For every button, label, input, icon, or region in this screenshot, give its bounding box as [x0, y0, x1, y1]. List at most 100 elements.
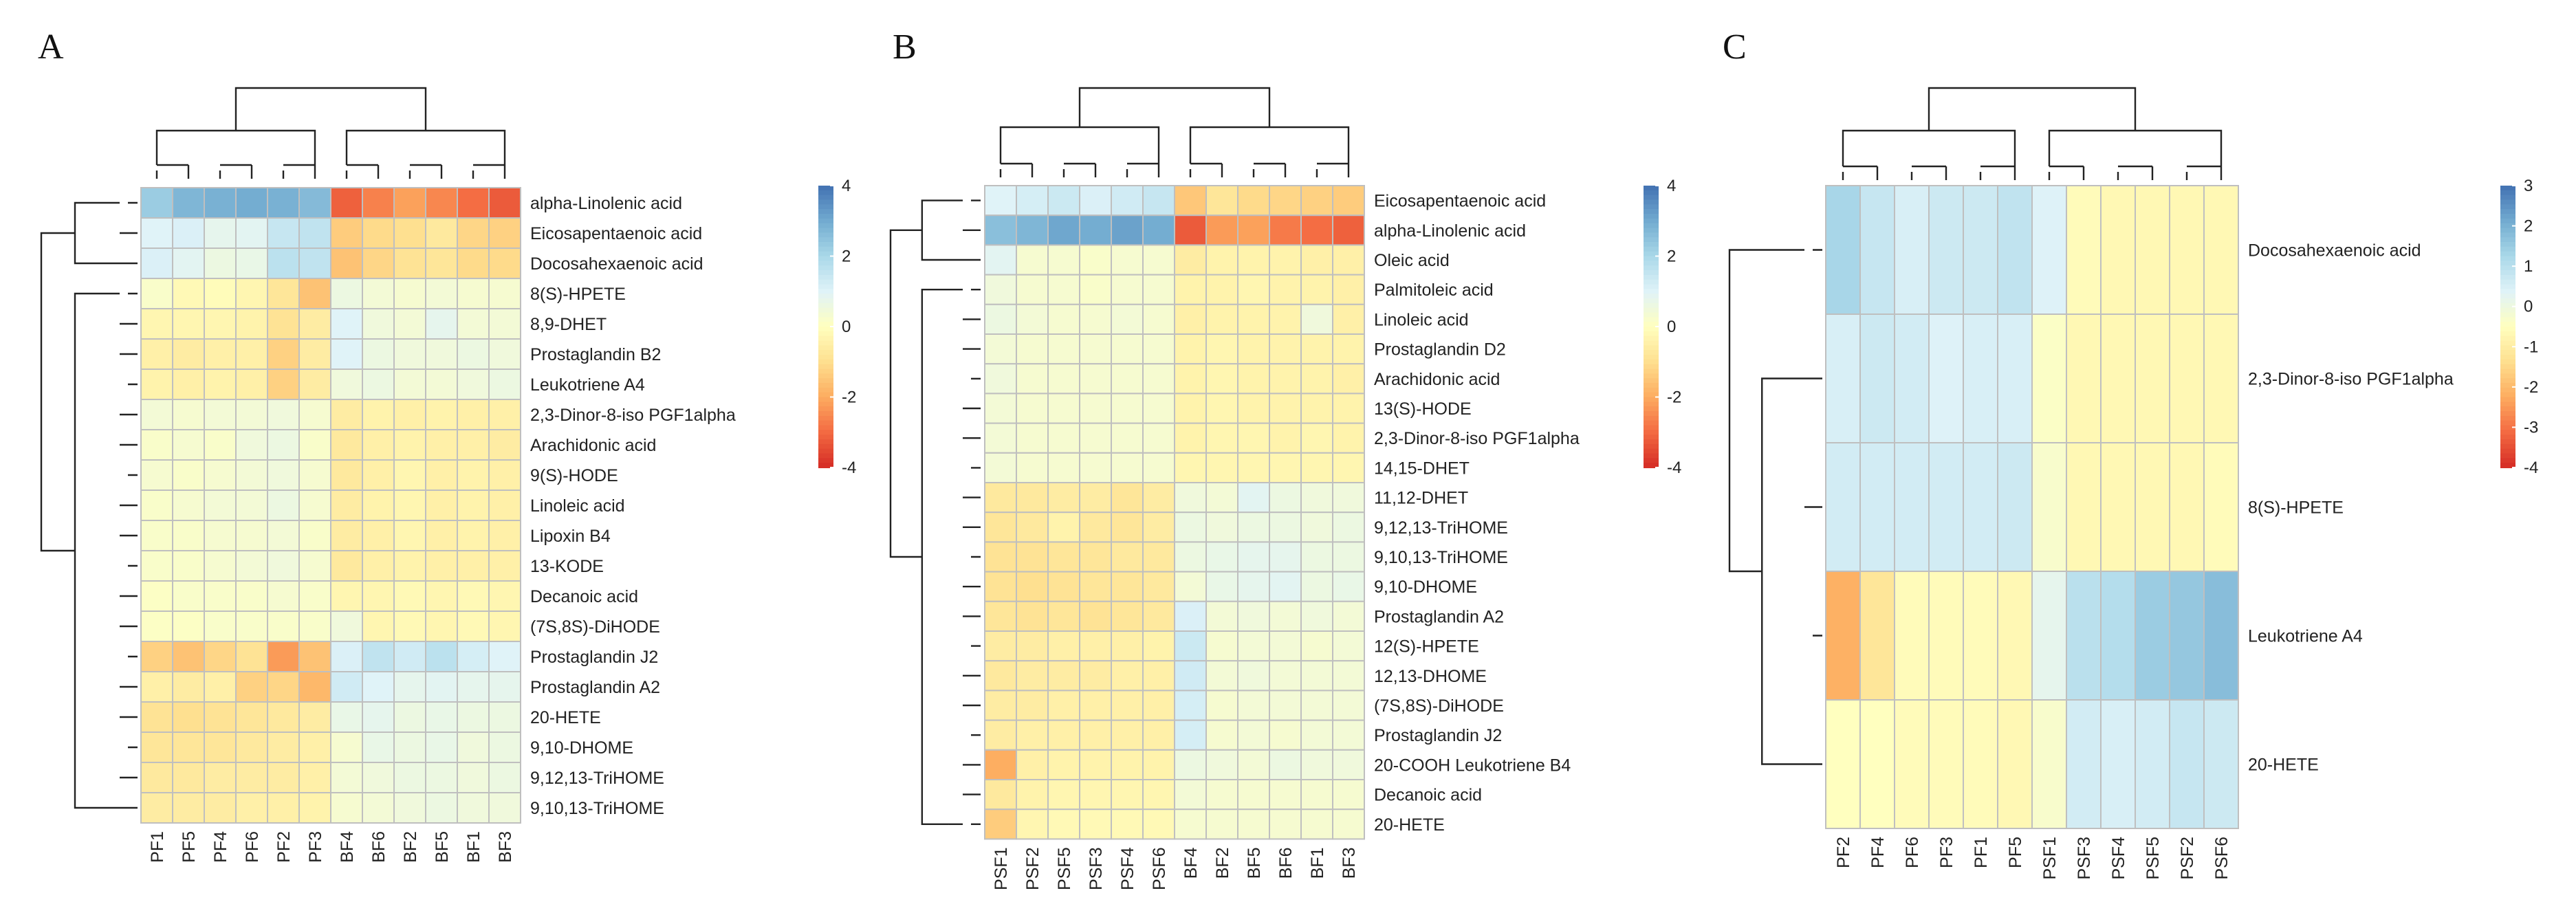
legend-swatch: [2500, 218, 2515, 224]
heatmap-cell: 11,12-DHET / PSF5: -0.6: [1047, 482, 1080, 514]
legend-swatch: [1644, 214, 1659, 219]
legend-swatch: [1644, 246, 1659, 252]
heatmap-cell: 9,10-DHOME / BF5: 0.7: [425, 732, 458, 763]
panel-label: A: [38, 28, 64, 67]
legend-swatch: [818, 242, 833, 248]
heatmap-cell: 20-HETE / BF1: 0.3: [1300, 808, 1333, 840]
heatmap-cell: 14,15-DHET / BF5: -0.3: [1237, 452, 1270, 483]
legend-swatch: [818, 190, 833, 196]
heatmap-cell: Eicosapentaenoic acid / PF1: 1: [140, 217, 173, 249]
heatmap-cell: 11,12-DHET / BF6: 0.6: [1269, 482, 1302, 514]
panel-label: B: [893, 28, 917, 67]
heatmap-cell: 20-HETE / PF1: -0.6: [1963, 699, 1998, 829]
heatmap-cell: Prostaglandin A2 / BF5: 0.9: [425, 671, 458, 703]
heatmap-cell: Leukotriene A4 / BF2: 0.4: [393, 368, 426, 400]
legend-swatch: [1644, 331, 1659, 337]
heatmap-cell: Arachidonic acid / BF3: -0.6: [488, 429, 521, 461]
heatmap-cell: 2,3-Dinor-8-iso PGF1alpha / BF4: -0.4: [1174, 422, 1207, 454]
legend-swatch: [818, 392, 833, 398]
legend-swatch: [1644, 350, 1659, 355]
legend-tick-label: 1: [2524, 257, 2533, 276]
column-label: PF2: [1834, 837, 1853, 868]
legend-swatch: [1644, 434, 1659, 440]
heatmap-cell: Arachidonic acid / PF5: 0.3: [172, 429, 205, 461]
heatmap-cell: Prostaglandin A2 / BF4: 1.3: [330, 671, 363, 703]
heatmap-cell: 12(S)-HPETE / PSF2: -0.6: [1016, 630, 1049, 662]
heatmap-cell: 11,12-DHET / PSF3: -0.6: [1079, 482, 1112, 514]
heatmap-cell: 9,12,13-TriHOME / BF5: 0.6: [425, 762, 458, 793]
heatmap-cell: Eicosapentaenoic acid / PF3: 1.6: [298, 217, 331, 249]
row-label: 8(S)-HPETE: [530, 285, 626, 304]
heatmap-cell: Docosahexaenoic acid / PF1: 0.7: [1963, 185, 1998, 315]
heatmap-cell: Linoleic acid / BF6: -0.4: [362, 490, 395, 521]
heatmap-cell: 14,15-DHET / PSF6: 0.3: [1142, 452, 1175, 483]
row-label: 8(S)-HPETE: [2248, 498, 2344, 518]
heatmap-cell: 8(S)-HPETE / PF5: -0.2: [172, 278, 205, 309]
heatmap-cell: Eicosapentaenoic acid / PF6: 0.9: [235, 217, 268, 249]
heatmap-cell: Arachidonic acid / BF3: -0.5: [1332, 363, 1365, 395]
heatmap-cell: 14,15-DHET / PSF1: 0.4: [984, 452, 1017, 483]
row-label: Oleic acid: [1374, 251, 1450, 270]
heatmap-cell: Decanoic acid / BF6: -0.3: [362, 580, 395, 612]
heatmap-cell: Lipoxin B4 / PF1: 0.2: [140, 520, 173, 551]
heatmap-cell: alpha-Linolenic acid / BF1: -3: [457, 187, 490, 219]
heatmap-cell: Prostaglandin D2 / BF1: -0.4: [1300, 333, 1333, 365]
heatmap-cell: 20-HETE / BF1: 0.6: [457, 701, 490, 733]
heatmap-cell: 9,12,13-TriHOME / PSF3: -0.7: [1079, 512, 1112, 543]
legend-swatch: [818, 448, 833, 454]
legend-swatch: [818, 355, 833, 360]
legend-swatch: [2500, 340, 2515, 346]
legend-swatch: [818, 387, 833, 393]
heatmap-cell: Leukotriene A4 / PF5: -0.7: [1997, 571, 2033, 701]
heatmap-cell: 13-KODE / PF4: 0.3: [204, 550, 237, 582]
heatmap-cell: 11,12-DHET / BF3: 0.5: [1332, 482, 1365, 514]
heatmap-cell: 9,10,13-TriHOME / BF2: 0.5: [393, 792, 426, 824]
heatmap-cell: Eicosapentaenoic acid / BF2: -0.8: [1205, 185, 1238, 217]
heatmap-cell: Prostaglandin D2 / BF4: -0.4: [1174, 333, 1207, 365]
heatmap-cell: Decanoic acid / PF2: 0.3: [267, 580, 300, 612]
heatmap-cell: 12(S)-HPETE / BF1: 0.3: [1300, 630, 1333, 662]
heatmap-cell: 20-HETE / BF5: 0.3: [1237, 808, 1270, 840]
legend-swatch: [1644, 463, 1659, 468]
heatmap-cell: Decanoic acid / PF5: 0.2: [172, 580, 205, 612]
heatmap-cell: 13(S)-HODE / BF3: -0.4: [1332, 393, 1365, 424]
legend-swatch: [818, 237, 833, 243]
heatmap-cell: Docosahexaenoic acid / BF6: -1.2: [362, 248, 395, 279]
column-label: PSF3: [1087, 847, 1106, 890]
heatmap-cell: 9,10-DHOME / BF2: 0.7: [1205, 571, 1238, 602]
heatmap-cell: 9,12,13-TriHOME / BF4: 0.4: [330, 762, 363, 793]
column-label: PSF2: [2178, 837, 2197, 880]
heatmap-cell: Prostaglandin D2 / BF5: -0.4: [1237, 333, 1270, 365]
heatmap-cell: Eicosapentaenoic acid / PF5: 1.1: [172, 217, 205, 249]
heatmap-cell: 20-HETE / PF2: -0.5: [1825, 699, 1861, 829]
legend-swatch: [2500, 443, 2515, 450]
heatmap-cell: Oleic acid / PSF2: 0.3: [1016, 244, 1049, 276]
heatmap-cell: Prostaglandin D2 / PSF4: 0.3: [1111, 333, 1144, 365]
heatmap-cell: 20-HETE / PSF3: -0.2: [1079, 808, 1112, 840]
heatmap-cell: 20-HETE / BF6: 0.8: [362, 701, 395, 733]
column-label: PF1: [148, 831, 167, 863]
heatmap-cell: 9,10,13-TriHOME / BF1: 0.6: [1300, 541, 1333, 573]
legend-swatch: [2500, 458, 2515, 464]
heatmap-cell: Decanoic acid / PSF3: -0.3: [1079, 779, 1112, 811]
heatmap-cell: 11,12-DHET / PSF4: -0.8: [1111, 482, 1144, 514]
heatmap-cell: Prostaglandin J2 / PSF2: -0.5: [1016, 719, 1049, 751]
column-label: BF5: [1245, 847, 1264, 879]
heatmap-cell: alpha-Linolenic acid / PF3: 2.7: [298, 187, 331, 219]
heatmap-cell: Palmitoleic acid / BF5: -0.3: [1237, 274, 1270, 305]
column-label: PF1: [1972, 837, 1991, 868]
legend-swatch: [818, 443, 833, 450]
heatmap-cell: 2,3-Dinor-8-iso PGF1alpha / BF6: -0.4: [1269, 422, 1302, 454]
heatmap-cell: Prostaglandin A2 / PF2: -1.2: [267, 671, 300, 703]
legend-swatch: [2500, 265, 2515, 271]
heatmap-cell: Linoleic acid / BF2: -0.4: [1205, 303, 1238, 335]
heatmap-cell: Docosahexaenoic acid / BF5: -0.8: [425, 248, 458, 279]
legend-swatch: [1644, 237, 1659, 243]
legend-tick-label: -2: [1667, 388, 1681, 407]
heatmap-cell: Docosahexaenoic acid / PSF6: -0.7: [2203, 185, 2239, 315]
heatmap-cell: Linoleic acid / PSF6: 0.3: [1142, 303, 1175, 335]
heatmap-cell: 9,10-DHOME / PSF2: -1: [1016, 571, 1049, 602]
column-label: PSF3: [2075, 837, 2094, 880]
heatmap-cell: Linoleic acid / PSF3: 0.3: [1079, 303, 1112, 335]
